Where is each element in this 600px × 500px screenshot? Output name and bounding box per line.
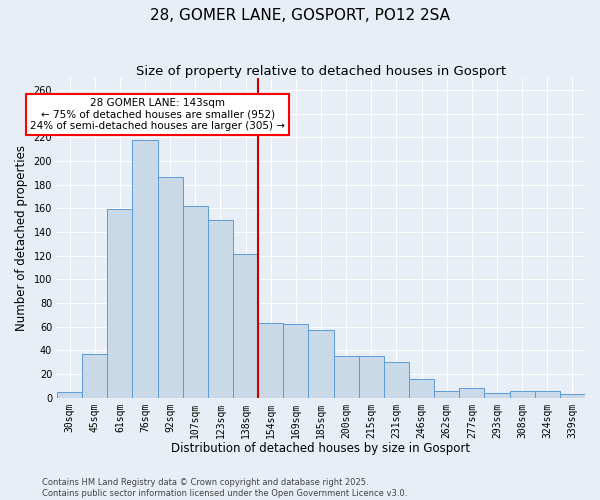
Bar <box>409 379 434 398</box>
Bar <box>459 388 484 398</box>
Title: Size of property relative to detached houses in Gosport: Size of property relative to detached ho… <box>136 65 506 78</box>
Bar <box>208 220 233 398</box>
Text: Contains HM Land Registry data © Crown copyright and database right 2025.
Contai: Contains HM Land Registry data © Crown c… <box>42 478 407 498</box>
Bar <box>283 324 308 398</box>
Bar <box>509 390 535 398</box>
Bar <box>484 393 509 398</box>
Bar <box>308 330 334 398</box>
Bar <box>82 354 107 398</box>
Bar <box>359 356 384 398</box>
Bar <box>133 140 158 398</box>
Bar <box>107 210 133 398</box>
Bar <box>183 206 208 398</box>
Bar <box>334 356 359 398</box>
Text: 28 GOMER LANE: 143sqm
← 75% of detached houses are smaller (952)
24% of semi-det: 28 GOMER LANE: 143sqm ← 75% of detached … <box>30 98 285 132</box>
Bar <box>57 392 82 398</box>
X-axis label: Distribution of detached houses by size in Gosport: Distribution of detached houses by size … <box>172 442 470 455</box>
Bar <box>158 178 183 398</box>
Y-axis label: Number of detached properties: Number of detached properties <box>15 145 28 331</box>
Bar <box>258 323 283 398</box>
Bar <box>434 390 459 398</box>
Bar <box>560 394 585 398</box>
Bar <box>535 390 560 398</box>
Bar <box>233 254 258 398</box>
Bar <box>384 362 409 398</box>
Text: 28, GOMER LANE, GOSPORT, PO12 2SA: 28, GOMER LANE, GOSPORT, PO12 2SA <box>150 8 450 22</box>
